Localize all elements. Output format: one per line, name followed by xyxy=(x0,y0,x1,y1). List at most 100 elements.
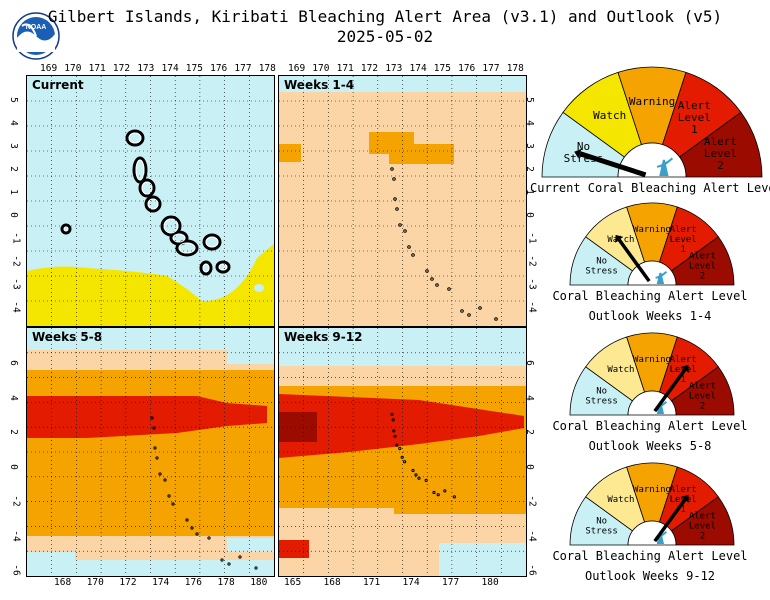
axis-tick-label: 178 xyxy=(217,577,235,588)
gauge-caption-outlook: Outlook Weeks 9-12 xyxy=(584,569,716,583)
gauge-segment-label: Alert Level 2 xyxy=(689,252,716,282)
axis-tick-label: 4 xyxy=(523,394,535,401)
axis-tick-label: 176 xyxy=(458,63,476,74)
axis-tick-label: 176 xyxy=(210,63,228,74)
page-date: 2025-05-02 xyxy=(336,27,434,46)
gauge-needle xyxy=(617,238,651,283)
gauge-segment-label: No Stress xyxy=(585,517,618,537)
axis-tick-label: 177 xyxy=(234,63,252,74)
gauge-needle xyxy=(653,368,687,413)
axis-tick-label: 170 xyxy=(312,63,330,74)
axis-tick-label: 168 xyxy=(54,577,72,588)
map-canvas xyxy=(27,328,274,576)
logo-text: NOAA xyxy=(26,24,47,31)
axis-tick-label: 177 xyxy=(442,577,460,588)
axis-tick-label: 0 xyxy=(523,212,535,218)
gauge-segment-label: Alert Level 2 xyxy=(689,382,716,412)
axis-tick-label: 180 xyxy=(481,577,499,588)
axis-tick-label: 177 xyxy=(482,63,500,74)
axis-tick-label: 173 xyxy=(137,63,155,74)
map-panel-1: Current xyxy=(26,75,275,327)
gauge-needle xyxy=(579,151,647,178)
axis-tick-label: 2 xyxy=(523,166,535,172)
axis-tick-label: -1 xyxy=(10,232,22,244)
axis-tick-label: -3 xyxy=(10,278,22,290)
axis-tick-label: 170 xyxy=(64,63,82,74)
alert-gauge: NoStressWatchWarningAlertLevel1AlertLeve… xyxy=(569,332,735,416)
axis-tick-label: 3 xyxy=(7,143,19,149)
map-canvas xyxy=(279,76,526,326)
axis-tick-label: 2 xyxy=(7,166,19,172)
gauge-segment-label: Warning xyxy=(633,485,671,495)
gauge-segment-label: Warning xyxy=(633,225,671,235)
axis-tick-label: 169 xyxy=(288,63,306,74)
alert-gauge: NoStressWatchWarningAlertLevel1AlertLeve… xyxy=(569,462,735,546)
axis-tick-label: 175 xyxy=(433,63,451,74)
coral-icon xyxy=(656,157,674,176)
axis-tick-label: 5 xyxy=(7,97,19,103)
axis-tick-label: -2 xyxy=(10,495,22,507)
gauge-segment-label: Watch xyxy=(607,495,634,505)
gauge-segment-label: Warning xyxy=(633,355,671,365)
gauge-segment-label: Alert Level 2 xyxy=(689,512,716,542)
axis-tick-label: -3 xyxy=(526,278,538,290)
axis-tick-label: 171 xyxy=(363,577,381,588)
axis-tick-label: 171 xyxy=(336,63,354,74)
coral-icon xyxy=(655,271,668,284)
panel-label: Current xyxy=(32,78,84,92)
axis-tick-label: 1 xyxy=(523,189,535,195)
gauge-caption: Current Coral Bleaching Alert Level xyxy=(530,181,770,195)
gauge-caption: Coral Bleaching Alert Level xyxy=(552,549,748,563)
axis-tick-label: 3 xyxy=(523,143,535,149)
axis-tick-label: 4 xyxy=(7,394,19,401)
axis-tick-label: 174 xyxy=(409,63,427,74)
axis-tick-label: 165 xyxy=(284,577,302,588)
axis-tick-label: 171 xyxy=(88,63,106,74)
gauge-segment-label: No Stress xyxy=(585,257,618,277)
axis-tick-label: 178 xyxy=(258,63,276,74)
axis-tick-label: -4 xyxy=(10,301,22,313)
panel-label: Weeks 1-4 xyxy=(284,78,355,92)
axis-tick-label: 172 xyxy=(360,63,379,74)
map-panel-3: Weeks 5-8 xyxy=(26,327,275,577)
axis-tick-label: 174 xyxy=(161,63,179,74)
axis-tick-label: 0 xyxy=(7,212,19,218)
map-canvas xyxy=(27,76,274,326)
gauge-segment-label: No Stress xyxy=(585,387,618,407)
gauge-caption: Coral Bleaching Alert Level xyxy=(552,289,748,303)
page-title: Gilbert Islands, Kiribati Bleaching Aler… xyxy=(47,7,723,26)
axis-tick-label: 2 xyxy=(7,429,19,435)
gauge-segment-label: Alert Level 2 xyxy=(704,135,737,172)
axis-tick-label: -2 xyxy=(10,255,22,267)
map-panel-4: Weeks 9-12 xyxy=(278,327,527,577)
noaa-logo: NOAA xyxy=(12,12,60,60)
gauge-segment-label: Watch xyxy=(607,365,634,375)
map-panel-2: Weeks 1-4 xyxy=(278,75,527,327)
axis-tick-label: 175 xyxy=(185,63,203,74)
axis-tick-label: 169 xyxy=(40,63,58,74)
gauge-needle xyxy=(653,498,687,543)
gauge-caption-outlook: Outlook Weeks 1-4 xyxy=(588,309,712,323)
axis-tick-label: 2 xyxy=(523,429,535,435)
axis-tick-label: 170 xyxy=(86,577,104,588)
axis-tick-label: -4 xyxy=(10,529,22,542)
gauge-segment-label: Warning xyxy=(629,95,675,108)
panel-label: Weeks 5-8 xyxy=(32,330,103,344)
axis-tick-label: 1 xyxy=(7,189,19,195)
axis-tick-label: 178 xyxy=(506,63,524,74)
axis-tick-label: -4 xyxy=(526,529,538,542)
gauge-segment-label: Watch xyxy=(593,109,626,122)
axis-tick-label: -6 xyxy=(526,564,538,576)
axis-tick-label: 174 xyxy=(402,577,420,588)
axis-tick-label: 174 xyxy=(152,577,170,588)
axis-tick-label: -4 xyxy=(526,301,538,313)
gauge-caption-outlook: Outlook Weeks 5-8 xyxy=(588,439,712,453)
axis-tick-label: 4 xyxy=(7,120,19,126)
axis-tick-label: 0 xyxy=(7,463,19,470)
axis-tick-label: -6 xyxy=(10,564,22,576)
axis-tick-label: 172 xyxy=(112,63,131,74)
axis-tick-label: 6 xyxy=(523,360,535,366)
axis-tick-label: -2 xyxy=(526,255,538,267)
